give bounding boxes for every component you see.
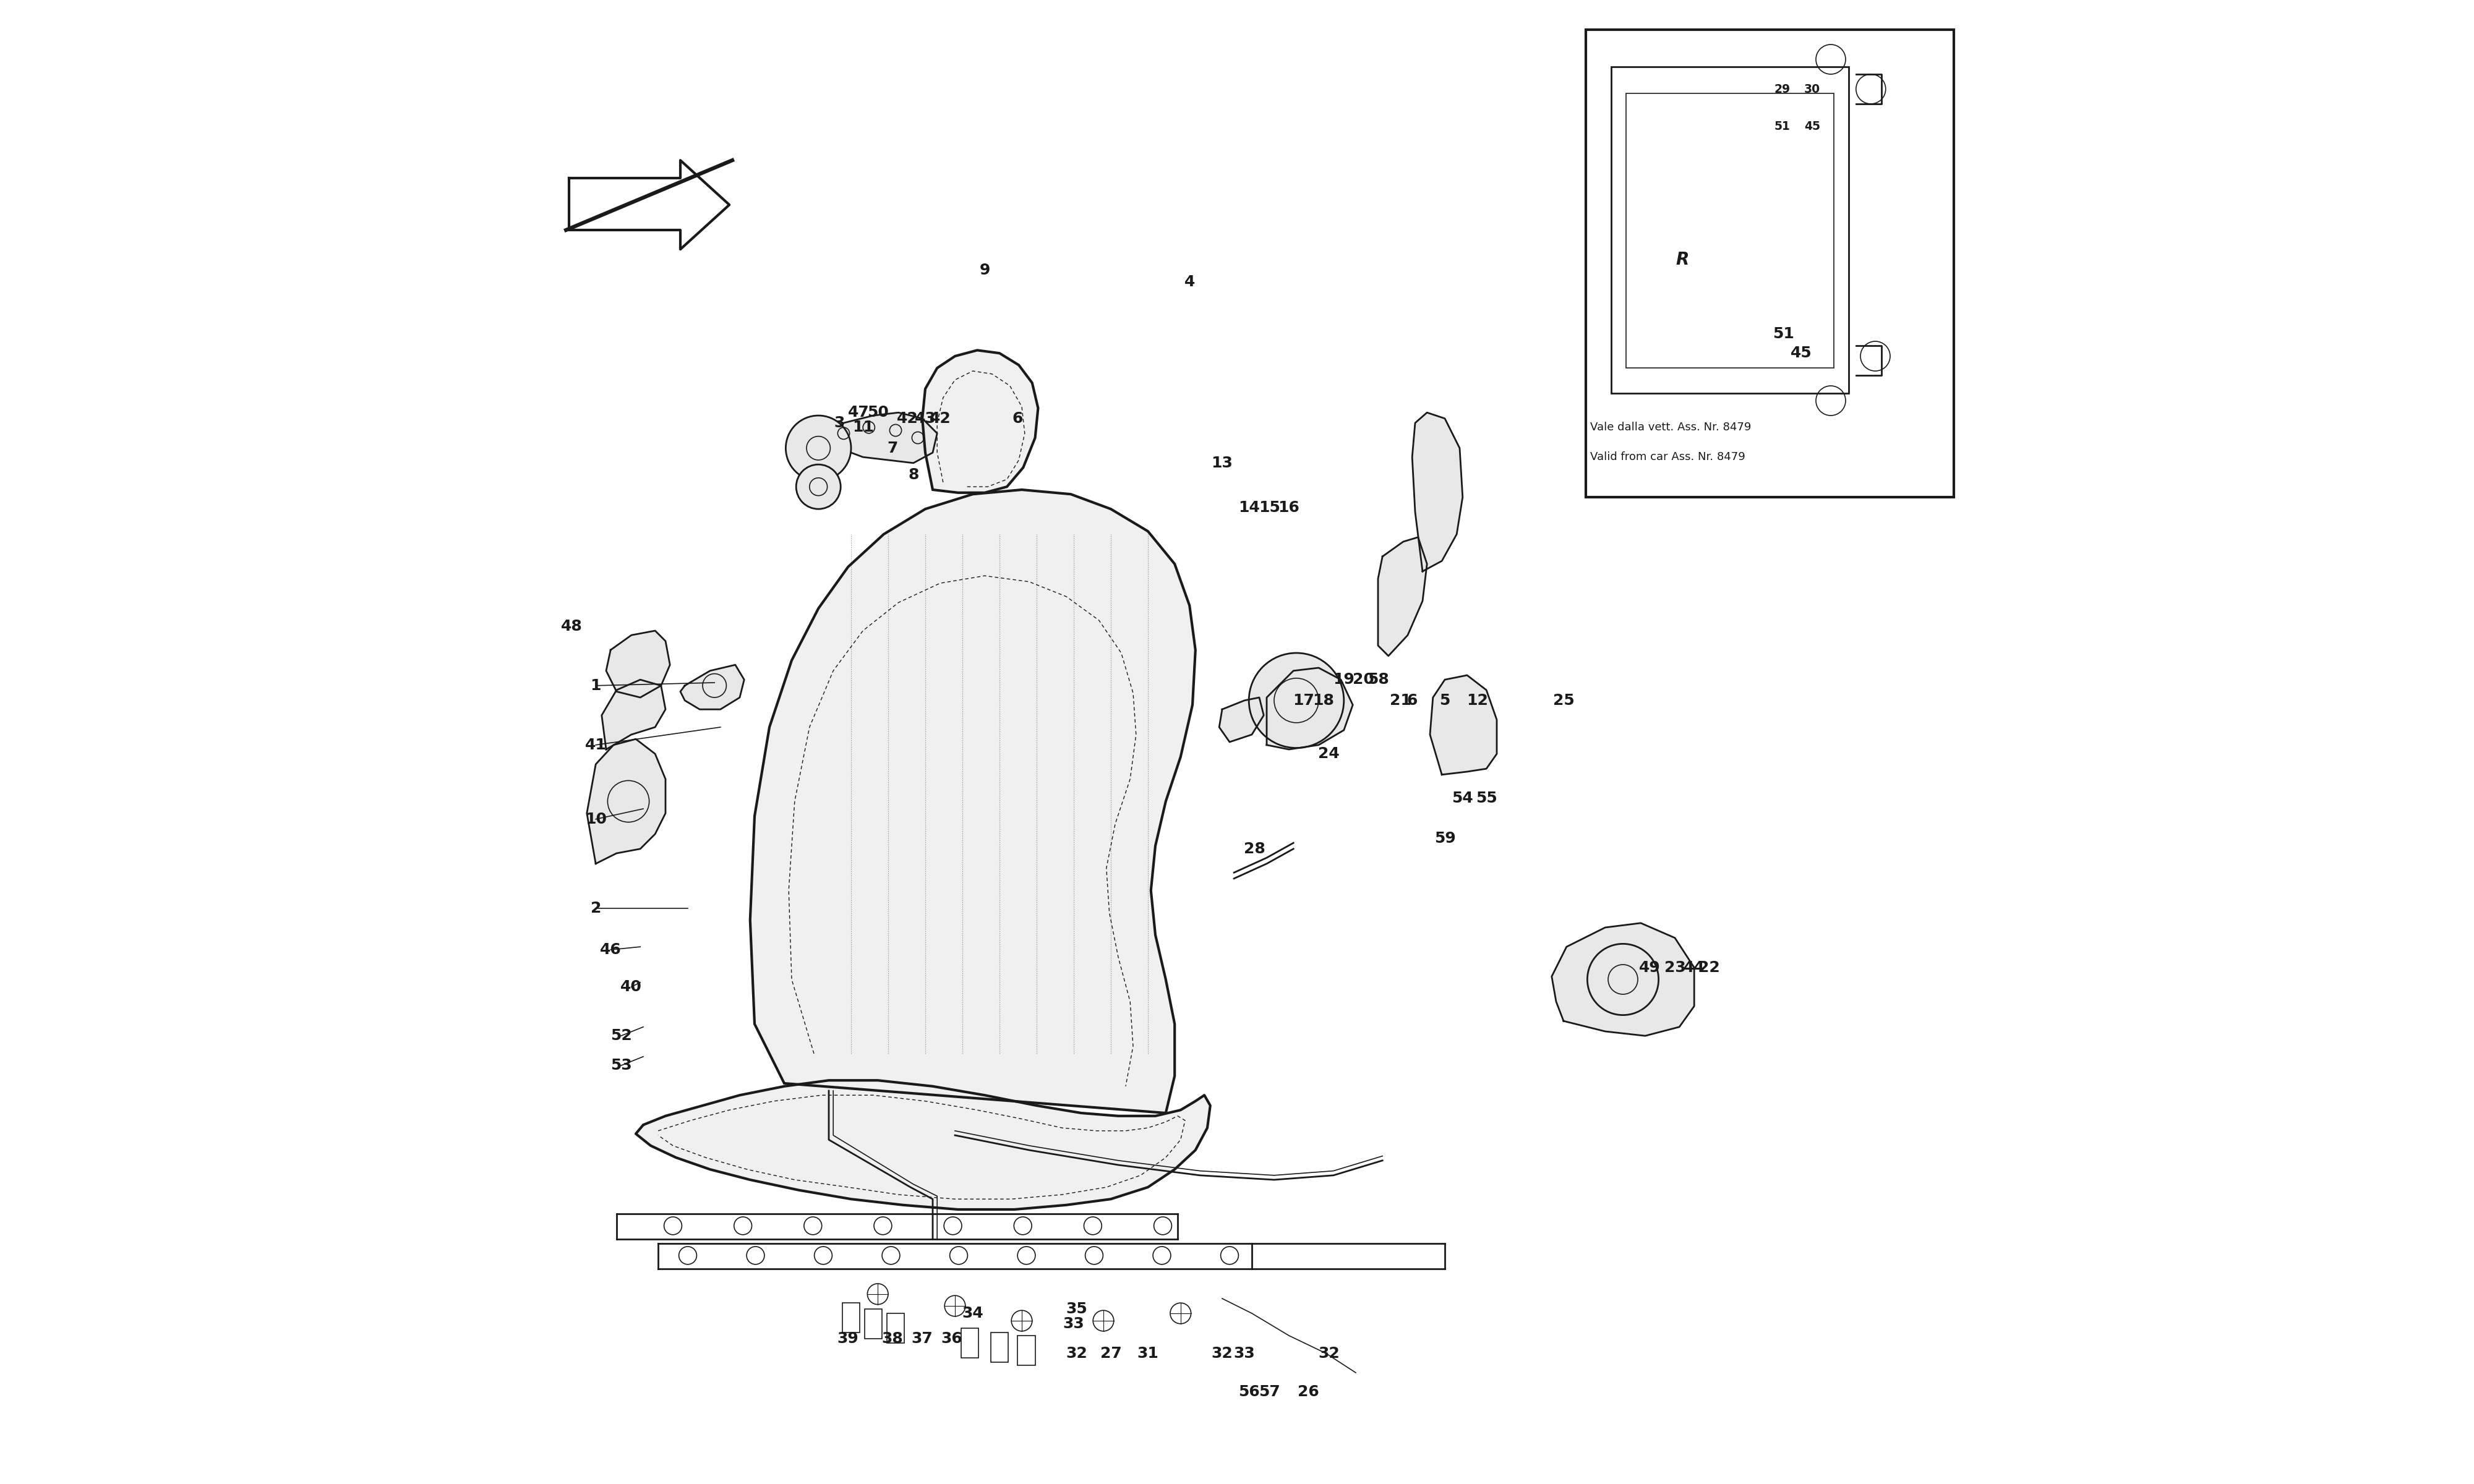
Text: 35: 35	[1066, 1301, 1089, 1316]
Circle shape	[1249, 653, 1343, 748]
Bar	[1586, 30, 1954, 497]
Bar	[990, 1333, 1009, 1362]
Text: 7: 7	[888, 441, 898, 456]
Text: 29: 29	[1774, 83, 1791, 95]
Text: 21: 21	[1390, 693, 1410, 708]
Polygon shape	[1378, 537, 1427, 656]
Text: 36: 36	[940, 1331, 962, 1346]
Text: 22: 22	[1697, 960, 1719, 975]
Bar	[1625, 93, 1833, 368]
Bar	[841, 1303, 861, 1333]
Polygon shape	[636, 1080, 1210, 1209]
Text: 24: 24	[1319, 746, 1341, 761]
Polygon shape	[569, 160, 730, 249]
Circle shape	[797, 464, 841, 509]
Text: 2: 2	[591, 901, 601, 916]
Polygon shape	[1413, 413, 1462, 571]
Text: 37: 37	[910, 1331, 933, 1346]
Text: 32: 32	[1212, 1346, 1232, 1361]
Bar	[960, 1328, 980, 1358]
Text: 3: 3	[834, 416, 844, 430]
Polygon shape	[750, 490, 1195, 1113]
Text: 9: 9	[980, 263, 990, 278]
Text: 13: 13	[1212, 456, 1232, 470]
Text: 51: 51	[1774, 120, 1791, 132]
Text: 38: 38	[881, 1331, 903, 1346]
Text: 28: 28	[1244, 841, 1267, 856]
Text: 5: 5	[1440, 693, 1450, 708]
Text: 14: 14	[1237, 500, 1259, 515]
Text: 59: 59	[1435, 831, 1455, 846]
Text: 41: 41	[584, 738, 606, 752]
Text: 4: 4	[1185, 275, 1195, 289]
Polygon shape	[1430, 675, 1497, 775]
Text: 49: 49	[1638, 960, 1660, 975]
Polygon shape	[1220, 697, 1264, 742]
Polygon shape	[923, 350, 1039, 493]
Polygon shape	[586, 739, 666, 864]
Text: 53: 53	[611, 1058, 631, 1073]
Text: 25: 25	[1554, 693, 1573, 708]
Text: 31: 31	[1138, 1346, 1158, 1361]
Polygon shape	[680, 665, 745, 709]
Polygon shape	[1551, 923, 1695, 1036]
Text: 40: 40	[621, 979, 643, 994]
Text: 45: 45	[1804, 120, 1821, 132]
Text: 32: 32	[1319, 1346, 1341, 1361]
Text: 20: 20	[1353, 672, 1373, 687]
Bar	[863, 1309, 883, 1339]
Text: 33: 33	[1235, 1346, 1254, 1361]
Text: 58: 58	[1368, 672, 1388, 687]
Text: 30: 30	[1804, 83, 1821, 95]
Text: R: R	[1675, 251, 1690, 269]
Text: 8: 8	[908, 467, 918, 482]
Text: 23: 23	[1665, 960, 1685, 975]
Text: 56: 56	[1237, 1385, 1259, 1399]
Text: 42: 42	[896, 411, 918, 426]
Polygon shape	[819, 413, 938, 463]
Bar	[886, 1313, 905, 1343]
Text: 43: 43	[915, 411, 935, 426]
Text: 47: 47	[849, 405, 868, 420]
Text: 42: 42	[930, 411, 950, 426]
Polygon shape	[606, 631, 670, 697]
Text: 32: 32	[1066, 1346, 1089, 1361]
Text: 19: 19	[1333, 672, 1356, 687]
Text: 1: 1	[591, 678, 601, 693]
Text: 26: 26	[1296, 1385, 1319, 1399]
Text: 44: 44	[1682, 960, 1705, 975]
Text: Vale dalla vett. Ass. Nr. 8479: Vale dalla vett. Ass. Nr. 8479	[1591, 421, 1752, 433]
Polygon shape	[601, 680, 666, 749]
Text: 6: 6	[1408, 693, 1418, 708]
Text: 15: 15	[1259, 500, 1282, 515]
Circle shape	[787, 416, 851, 481]
Text: 52: 52	[611, 1028, 631, 1043]
Polygon shape	[1267, 668, 1353, 749]
Text: 12: 12	[1467, 693, 1489, 708]
Bar	[1611, 67, 1848, 393]
Text: 18: 18	[1311, 693, 1333, 708]
Text: 39: 39	[836, 1331, 858, 1346]
Text: 50: 50	[866, 405, 888, 420]
Text: Valid from car Ass. Nr. 8479: Valid from car Ass. Nr. 8479	[1591, 451, 1744, 463]
Text: 57: 57	[1259, 1385, 1282, 1399]
Text: 27: 27	[1101, 1346, 1121, 1361]
Text: 6: 6	[1012, 411, 1022, 426]
Text: 46: 46	[599, 942, 621, 957]
Text: 10: 10	[584, 812, 606, 827]
Text: 51: 51	[1771, 326, 1794, 341]
Text: 34: 34	[962, 1306, 985, 1321]
Text: 33: 33	[1064, 1316, 1084, 1331]
Bar	[1017, 1336, 1034, 1365]
Text: 55: 55	[1475, 791, 1497, 806]
Text: 45: 45	[1791, 346, 1811, 361]
Circle shape	[1588, 944, 1658, 1015]
Text: 54: 54	[1452, 791, 1475, 806]
Text: 48: 48	[562, 619, 584, 634]
Text: 16: 16	[1279, 500, 1299, 515]
Text: 17: 17	[1294, 693, 1314, 708]
Text: 11: 11	[851, 420, 873, 435]
